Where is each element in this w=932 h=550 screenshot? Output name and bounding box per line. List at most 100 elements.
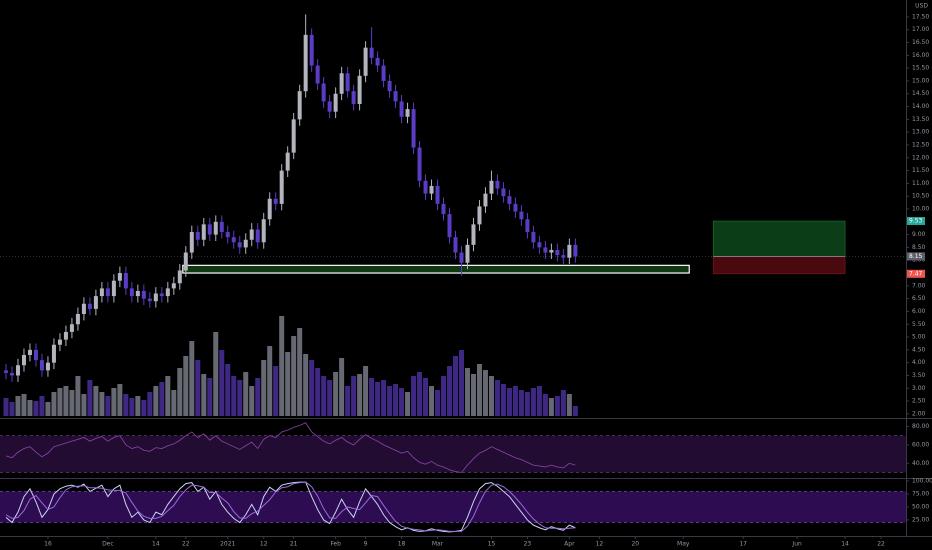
volume-bar	[129, 398, 135, 416]
candle-body	[15, 365, 20, 376]
y-tick-label: 9.00	[912, 231, 926, 238]
x-tick-label: Feb	[330, 541, 341, 548]
candle-body	[375, 57, 380, 66]
x-tick-label: 17	[739, 541, 747, 548]
candle-body	[69, 324, 74, 332]
candle-body	[435, 185, 440, 204]
volume-bar	[51, 392, 57, 416]
candle-body	[567, 244, 572, 258]
y-tick-label: 10.00	[912, 206, 929, 213]
candle-body	[111, 280, 116, 297]
candle-body	[549, 249, 554, 253]
candle-body	[489, 180, 494, 194]
volume-bar	[506, 388, 512, 416]
volume-bar	[381, 380, 387, 416]
y-tick-label: 2.50	[912, 398, 926, 405]
y-tick-label: 17.00	[912, 26, 929, 33]
volume-bar	[75, 376, 81, 416]
volume-bar	[255, 378, 261, 416]
price-tag	[907, 217, 925, 226]
candle-body	[555, 249, 560, 256]
x-tick-label: 20	[631, 541, 639, 548]
volume-bar	[273, 366, 279, 416]
volume-bar	[15, 396, 21, 416]
volume-bar	[39, 396, 45, 416]
y-tick-label: 25.00	[912, 516, 929, 523]
candle-body	[93, 296, 98, 309]
candle-body	[57, 339, 62, 345]
y-tick-label: 4.00	[912, 359, 926, 366]
volume-bar	[153, 386, 159, 416]
candle-body	[459, 252, 464, 263]
volume-bar	[237, 380, 243, 416]
volume-bar	[560, 390, 566, 416]
candle-body	[279, 170, 284, 204]
candle-body	[51, 344, 56, 363]
candle-body	[291, 119, 296, 153]
y-tick-label: 15.00	[912, 77, 929, 84]
x-tick-label: 14	[841, 541, 849, 548]
candle-body	[141, 290, 146, 299]
volume-bar	[291, 336, 297, 416]
volume-bar	[315, 368, 321, 416]
currency-label: USD	[915, 3, 928, 10]
rsi-band	[0, 435, 906, 473]
x-tick-label: 23	[524, 541, 532, 548]
candle-body	[495, 180, 500, 189]
volume-bar	[45, 402, 51, 416]
candle-body	[201, 224, 206, 240]
y-tick-label: 11.50	[912, 167, 929, 174]
x-tick-label: 15	[488, 541, 496, 548]
candle-body	[129, 288, 134, 297]
y-tick-label: 8.50	[912, 244, 926, 251]
candle-body	[423, 180, 428, 194]
volume-bar	[27, 400, 33, 416]
candle-body	[267, 198, 272, 220]
volume-bar	[351, 376, 357, 416]
candle-body	[63, 331, 68, 340]
y-tick-label: 100.00	[912, 478, 932, 485]
x-tick-label: 22	[182, 541, 190, 548]
candle-body	[477, 206, 482, 225]
candle-body	[9, 372, 14, 376]
candle-body	[285, 152, 290, 171]
volume-bar	[201, 374, 207, 416]
y-tick-label: 11.00	[912, 180, 929, 187]
position-stop	[712, 256, 846, 275]
volume-bar	[57, 388, 63, 416]
candle-body	[441, 203, 446, 215]
candle-body	[237, 242, 242, 248]
y-tick-label: 3.00	[912, 385, 926, 392]
x-tick-label: Mar	[432, 541, 444, 548]
volume-bar	[512, 386, 518, 416]
candle-body	[117, 273, 122, 281]
volume-bar	[147, 392, 153, 416]
y-tick-label: 15.50	[912, 65, 929, 72]
volume-bar	[542, 394, 548, 416]
candle-body	[87, 303, 92, 309]
x-tick-label: 12	[260, 541, 268, 548]
candle-body	[195, 232, 200, 240]
price-tag-label: 7.47	[909, 270, 923, 277]
y-tick-label: 17.50	[912, 13, 929, 20]
volume-bar	[33, 401, 39, 416]
y-tick-label: 6.50	[912, 295, 926, 302]
candle-body	[513, 203, 518, 212]
y-tick-label: 14.50	[912, 90, 929, 97]
volume-bar	[279, 316, 285, 416]
candle-body	[465, 244, 470, 263]
x-tick-label: 18	[398, 541, 406, 548]
volume-bar	[195, 360, 201, 416]
candle-body	[255, 229, 260, 243]
volume-bar	[464, 368, 470, 416]
volume-bar	[285, 352, 291, 416]
candle-body	[471, 224, 476, 245]
volume-bar	[548, 398, 554, 416]
y-tick-label: 16.50	[912, 39, 929, 46]
stoch-band	[0, 491, 906, 523]
candle-body	[165, 288, 170, 297]
candle-body	[135, 290, 140, 297]
x-tick-label: 22	[877, 541, 885, 548]
candle-body	[303, 34, 308, 92]
volume-bar	[417, 372, 423, 416]
